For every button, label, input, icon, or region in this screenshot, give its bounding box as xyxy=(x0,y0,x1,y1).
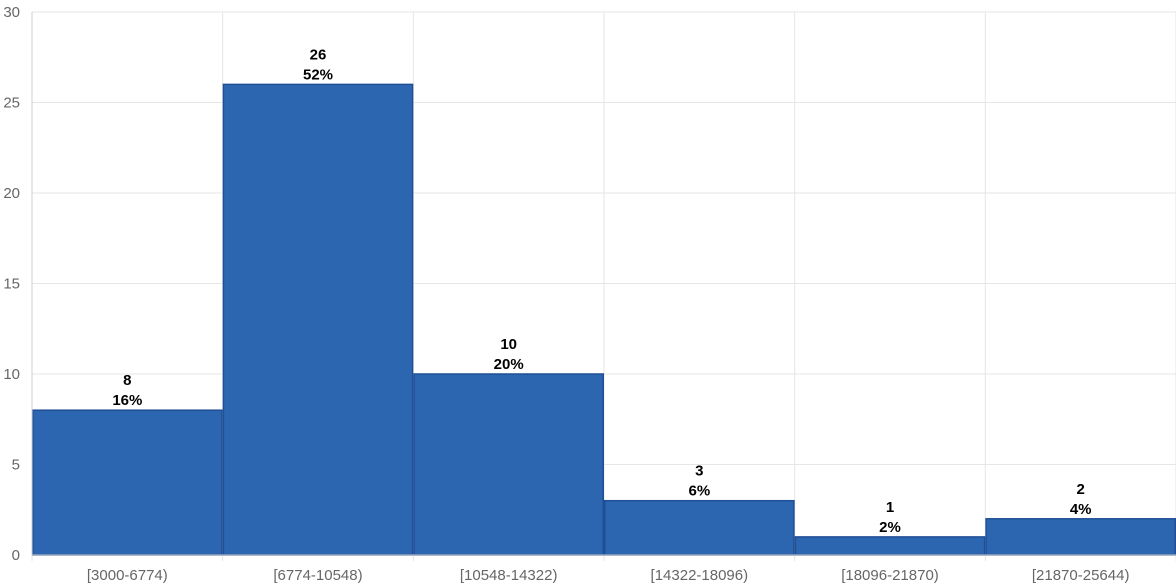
histogram-bar[interactable] xyxy=(222,83,414,556)
y-tick-label: 5 xyxy=(12,457,20,474)
y-tick-label: 15 xyxy=(3,276,20,293)
bar-count-label: 26 xyxy=(310,46,327,63)
bar-percent-label: 4% xyxy=(1070,501,1092,518)
x-tick-label: [21870-25644) xyxy=(1032,567,1130,584)
y-tick-label: 30 xyxy=(3,4,20,21)
y-tick-label: 10 xyxy=(3,366,20,383)
bar-count-label: 10 xyxy=(500,336,517,353)
bar-count-label: 8 xyxy=(123,372,131,389)
x-tick-label: [6774-10548) xyxy=(273,567,362,584)
data-labels-layer: 8 16% 26 52% 10 20% 3 6% 1 2% 2 4% xyxy=(112,46,1091,536)
bar-count-label: 2 xyxy=(1076,481,1084,498)
histogram-bar[interactable] xyxy=(32,409,223,556)
bar-percent-label: 6% xyxy=(688,483,710,500)
bar-percent-label: 16% xyxy=(112,392,142,409)
y-tick-label: 20 xyxy=(3,185,20,202)
histogram-bar[interactable] xyxy=(794,536,986,556)
x-tick-label: [14322-18096) xyxy=(651,567,749,584)
y-tick-label: 0 xyxy=(12,547,20,564)
bar-percent-label: 52% xyxy=(303,66,333,83)
histogram-bar[interactable] xyxy=(604,499,795,556)
histogram-bar[interactable] xyxy=(985,518,1176,556)
bar-count-label: 3 xyxy=(695,463,703,480)
bars-layer xyxy=(32,83,1176,556)
bar-percent-label: 20% xyxy=(494,356,524,373)
y-tick-label: 25 xyxy=(3,95,20,112)
bar-count-label: 1 xyxy=(886,499,894,516)
histogram-bar[interactable] xyxy=(413,373,605,556)
x-tick-label: [3000-6774) xyxy=(87,567,168,584)
x-tick-label: [10548-14322) xyxy=(460,567,558,584)
axis-layer: 0 5 10 15 20 25 30 [3000-6774) [6774-10548) [1054… xyxy=(3,4,1176,584)
x-tick-label: [18096-21870) xyxy=(841,567,939,584)
bar-percent-label: 2% xyxy=(879,519,901,536)
